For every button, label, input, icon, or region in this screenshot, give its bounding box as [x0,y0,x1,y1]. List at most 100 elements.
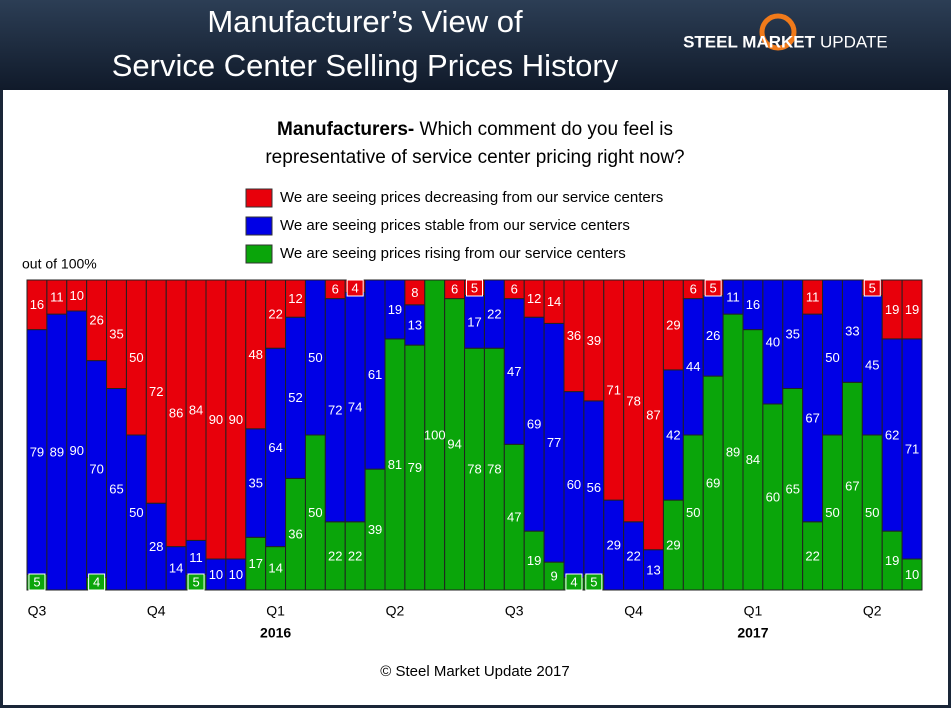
value-label: 78 [487,462,501,477]
value-label: 72 [328,403,342,418]
logo: STEEL MARKET [683,32,816,51]
label-box [28,573,46,591]
y-label: out of 100% [22,256,97,272]
value-label: 90 [229,412,243,427]
value-label: 50 [825,350,839,365]
value-label: 86 [169,406,183,421]
value-label: 65 [785,482,799,497]
value-label: 50 [308,350,322,365]
value-label: 44 [686,359,700,374]
value-label: 5 [471,280,478,295]
value-label: 61 [368,367,382,382]
label-box [466,279,483,297]
value-label: 5 [869,280,876,295]
value-label: 5 [710,280,717,295]
subtitle-text: Which comment do you feel is [420,119,673,140]
value-label: 19 [388,302,402,317]
value-label: 11 [726,289,740,304]
header-bg [0,0,951,90]
value-label: 56 [587,480,601,495]
value-label: 8 [411,285,418,300]
value-label: 78 [467,462,481,477]
subtitle: representative of service center pricing… [265,147,684,168]
value-label: 16 [746,297,760,312]
value-label: 94 [447,437,461,452]
value-label: 39 [587,333,601,348]
value-label: 79 [408,460,422,475]
value-label: 26 [706,328,720,343]
value-label: 47 [507,364,521,379]
value-label: 13 [646,562,660,577]
legend-label: We are seeing prices rising from our ser… [280,245,626,262]
x-tick-label: Q3 [28,603,47,619]
value-label: 19 [885,302,899,317]
value-label: 9 [550,568,557,583]
bar-segment [901,279,923,340]
value-label: 48 [248,347,262,362]
x-tick-label: Q1 [266,603,285,619]
value-label: 90 [69,443,83,458]
value-label: 72 [149,384,163,399]
value-label: 42 [666,427,680,442]
value-label: 71 [606,382,620,397]
x-tick-label: Q4 [624,603,643,619]
value-label: 29 [606,537,620,552]
value-label: 71 [905,441,919,456]
value-label: 4 [570,574,577,589]
value-label: 35 [248,475,262,490]
value-label: 17 [467,314,481,329]
value-label: 6 [511,282,518,297]
x-tick-label: Q4 [147,603,166,619]
value-label: 22 [487,307,501,322]
value-label: 29 [666,537,680,552]
value-label: 50 [129,350,143,365]
value-label: 14 [547,294,561,309]
value-label: 47 [507,510,521,525]
value-label: 60 [766,489,780,504]
value-label: 70 [89,462,103,477]
value-label: 35 [109,327,123,342]
value-label: 22 [268,307,282,322]
label-box [704,279,722,297]
value-label: 10 [209,567,223,582]
value-label: 52 [288,390,302,405]
value-label: 29 [666,317,680,332]
value-label: 6 [690,282,697,297]
value-label: 78 [626,393,640,408]
value-label: 36 [288,527,302,542]
value-label: 13 [408,317,422,332]
value-label: 17 [248,556,262,571]
value-label: 5 [33,574,40,589]
value-label: 87 [646,407,660,422]
title: Manufacturer’s View of [207,4,523,39]
label-box [88,573,106,591]
value-label: 40 [766,334,780,349]
subtitle: Manufacturers- Which comment do you feel… [277,119,673,140]
x-tick-label: Q1 [744,603,763,619]
value-label: 33 [845,324,859,339]
label-box [187,573,205,591]
legend-swatch [245,188,273,208]
value-label: 81 [388,457,402,472]
value-label: 19 [527,553,541,568]
value-label: 65 [109,482,123,497]
value-label: 11 [50,289,64,304]
value-label: 12 [288,291,302,306]
value-label: 84 [746,452,760,467]
legend-swatch [245,216,273,236]
value-label: 45 [865,358,879,373]
value-label: 16 [30,297,44,312]
value-label: 36 [567,328,581,343]
value-label: 22 [348,548,362,563]
value-label: 6 [451,282,458,297]
value-label: 28 [149,539,163,554]
value-label: 26 [89,313,103,328]
logo-swirl [759,13,797,51]
label-box [585,573,603,591]
title: Service Center Selling Prices History [112,48,619,83]
value-label: 84 [189,403,203,418]
value-label: 50 [865,505,879,520]
year-label: 2017 [737,625,768,641]
